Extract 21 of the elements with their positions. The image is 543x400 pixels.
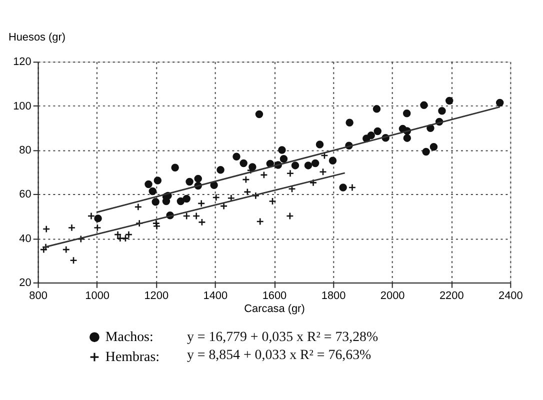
y-tick-label: 120 — [13, 56, 32, 68]
x-tick-label: 1400 — [203, 290, 228, 302]
x-tick-label: 1200 — [144, 290, 169, 302]
x-tick-label: 2000 — [380, 290, 405, 302]
x-tick-label: 1600 — [262, 290, 287, 302]
y-axis-title: Huesos (gr) — [8, 31, 66, 44]
y-tick-label: 20 — [19, 276, 32, 289]
x-tick-label: 2400 — [498, 290, 523, 302]
legend-label: Hembras: — [105, 350, 160, 366]
x-tick-label: 1000 — [85, 290, 110, 302]
y-tick-label: 40 — [19, 232, 32, 245]
x-tick-label: 2200 — [439, 290, 464, 302]
x-tick-label: 1800 — [321, 290, 346, 302]
y-tick-label: 60 — [19, 188, 32, 201]
text: y = 16,779 + 0,035 x R² = 73,28% — [186, 330, 378, 346]
text: y = 8,854 + 0,033 x R² = 76,63% — [186, 348, 372, 364]
y-tick-label: 80 — [19, 144, 32, 156]
x-tick-label: 800 — [29, 290, 48, 302]
legend-label: Machos: — [105, 330, 154, 346]
y-tick-label: 100 — [13, 100, 32, 112]
x-axis-title: Carcasa (gr) — [244, 302, 305, 315]
